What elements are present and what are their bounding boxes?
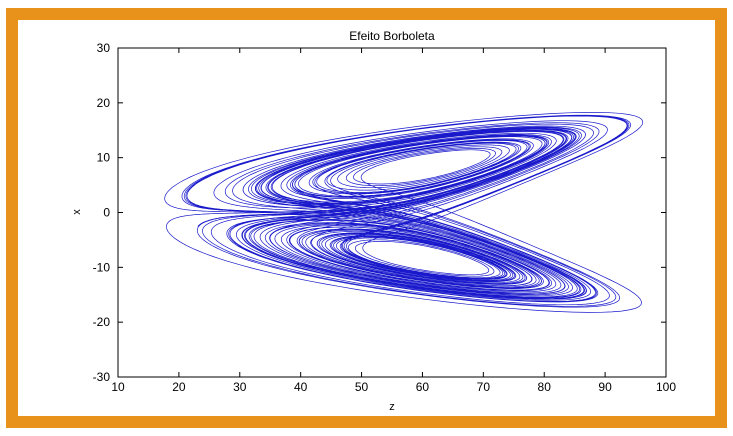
trajectory-group xyxy=(164,112,644,313)
x-tick-label: 90 xyxy=(598,380,612,394)
y-tick-label: 10 xyxy=(97,151,111,165)
x-tick-label: 80 xyxy=(538,380,552,394)
y-tick-label: -30 xyxy=(93,370,111,384)
y-axis-label: x xyxy=(71,209,83,215)
y-tick-label: -20 xyxy=(93,315,111,329)
x-axis-label: z xyxy=(389,401,395,413)
x-tick-label: 50 xyxy=(355,380,369,394)
x-tick-label: 70 xyxy=(477,380,491,394)
y-tick-label: -10 xyxy=(93,260,111,274)
x-tick-label: 60 xyxy=(416,380,430,394)
x-tick-label: 40 xyxy=(294,380,308,394)
x-tick-label: 10 xyxy=(111,380,125,394)
axis-ticks: 10 20 30 40 50 60 70 80 90 100 -30 -20 -10 0 10 20 30 xyxy=(93,41,677,394)
y-tick-label: 30 xyxy=(97,41,111,55)
chart-title: Efeito Borboleta xyxy=(349,29,435,43)
x-tick-label: 30 xyxy=(233,380,247,394)
x-tick-label: 100 xyxy=(656,380,676,394)
x-tick-label: 20 xyxy=(172,380,186,394)
lorenz-trajectory-line xyxy=(164,112,644,313)
y-tick-label: 0 xyxy=(103,206,110,220)
y-tick-label: 20 xyxy=(97,96,111,110)
